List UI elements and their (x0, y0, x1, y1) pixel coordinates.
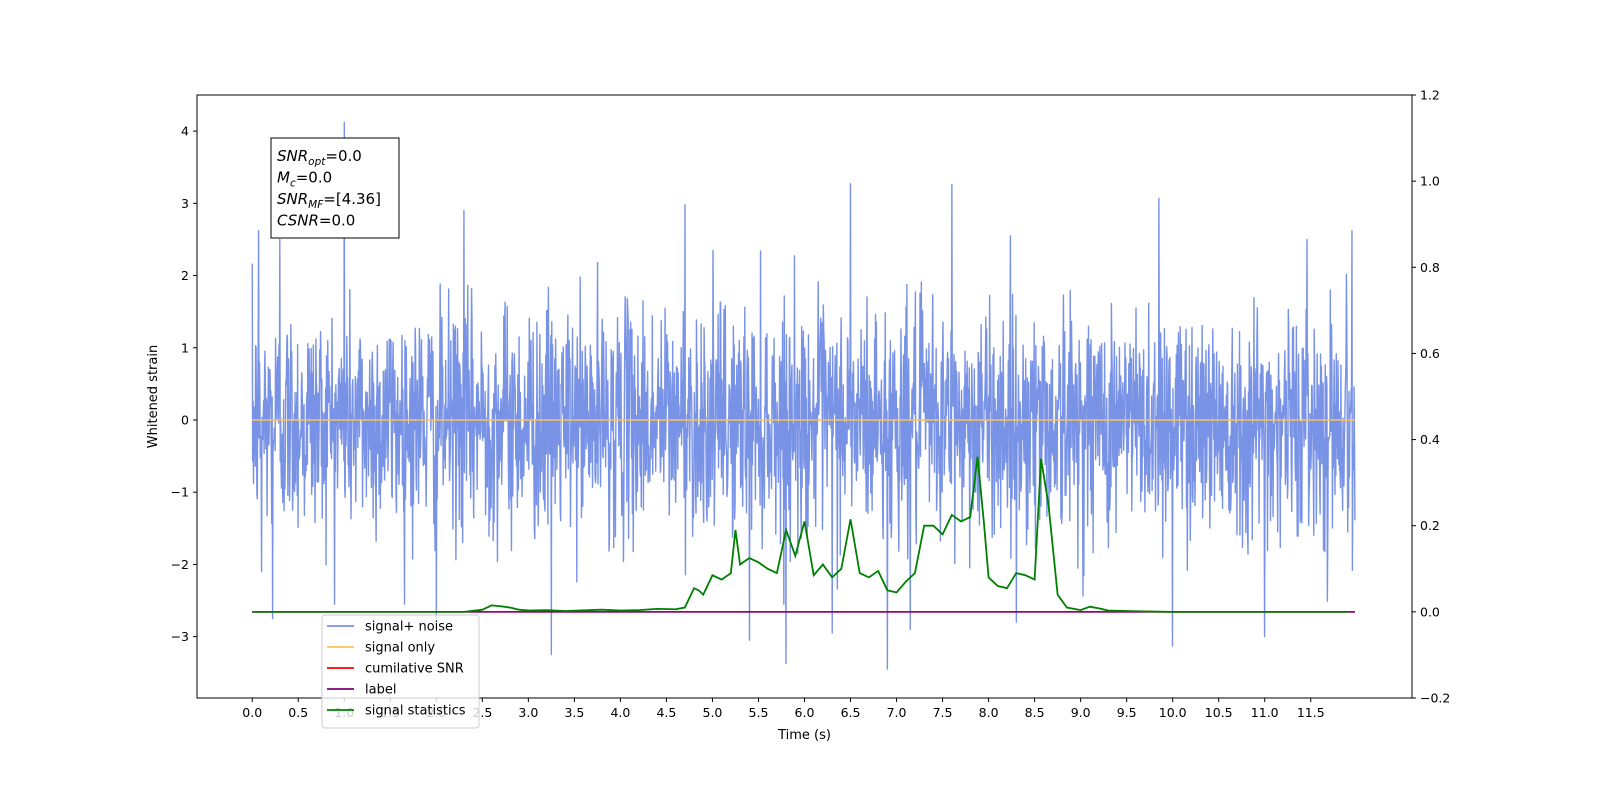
x-tick-label: 0.0 (242, 705, 262, 720)
x-tick-label: 11.0 (1251, 705, 1279, 720)
y-tick-label: 0 (181, 412, 189, 427)
x-tick-label: 3.0 (518, 705, 538, 720)
legend-label: signal+ noise (365, 620, 453, 635)
x-tick-label: 6.0 (795, 705, 815, 720)
x-tick-label: 4.0 (610, 705, 630, 720)
x-tick-label: 10.0 (1159, 705, 1187, 720)
x-tick-label: 7.0 (887, 705, 907, 720)
legend-label: cumilative SNR (365, 662, 464, 677)
y-axis-left: −3 −2 −1 0 1 2 3 4 (171, 124, 197, 644)
x-tick-label: 10.5 (1205, 705, 1233, 720)
y2-tick-label: 0.4 (1420, 432, 1440, 447)
y-tick-label: 2 (181, 268, 189, 283)
annotation-line: Mc=0.0 (277, 169, 332, 190)
x-tick-label: 4.5 (656, 705, 676, 720)
annotation-line: SNRopt=0.0 (277, 147, 362, 168)
line-series-group (252, 419, 1355, 613)
y-tick-label: −1 (171, 485, 189, 500)
y-tick-label: −2 (171, 557, 189, 572)
x-tick-label: 6.5 (841, 705, 861, 720)
signal-statistics-line (252, 456, 1348, 613)
legend-label: label (365, 683, 396, 698)
y-tick-label: 1 (181, 340, 189, 355)
x-tick-label: 0.5 (288, 705, 308, 720)
legend-frame (321, 614, 480, 729)
x-tick-label: 8.5 (1025, 705, 1045, 720)
y2-tick-label: 1.2 (1420, 88, 1440, 103)
legend: signal+ noise signal only cumilative SNR la… (321, 614, 480, 729)
y2-tick-label: 0.6 (1420, 346, 1440, 361)
annotation-frame (270, 137, 400, 239)
x-tick-label: 5.0 (703, 705, 723, 720)
x-tick-label: 9.0 (1071, 705, 1091, 720)
y-tick-label: 4 (181, 124, 189, 139)
annotation-line: CSNR=0.0 (277, 212, 355, 230)
x-tick-label: 3.5 (564, 705, 584, 720)
y2-tick-label: 0.8 (1420, 260, 1440, 275)
x-tick-label: 7.5 (933, 705, 953, 720)
x-tick-label: 8.0 (979, 705, 999, 720)
y2-tick-label: 1.0 (1420, 174, 1440, 189)
y-tick-label: −3 (171, 629, 189, 644)
x-tick-label: 9.5 (1117, 705, 1137, 720)
legend-label: signal only (365, 641, 435, 656)
x-tick-label: 5.5 (749, 705, 769, 720)
y2-tick-label: 0.0 (1420, 604, 1440, 619)
annotation-line: SNRMF=[4.36] (277, 190, 381, 211)
signal-noise-series (251, 121, 1356, 670)
legend-label: signal statistics (365, 704, 466, 719)
y2-tick-label: 0.2 (1420, 518, 1440, 533)
y-tick-label: 3 (181, 196, 189, 211)
signal-noise-line (251, 121, 1356, 670)
x-tick-label: 11.5 (1297, 705, 1325, 720)
y-axis-label: Whitened strain (146, 345, 161, 448)
x-axis-label: Time (s) (777, 728, 831, 743)
y-axis-right: −0.2 0.0 0.2 0.4 0.6 0.8 1.0 1.2 (1412, 88, 1450, 706)
y2-tick-label: −0.2 (1420, 691, 1450, 706)
